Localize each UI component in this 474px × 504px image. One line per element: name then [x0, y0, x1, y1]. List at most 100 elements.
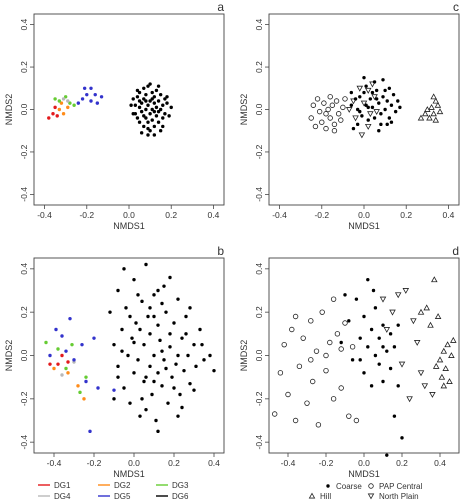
point-north-plain [373, 109, 380, 116]
point-dg6 [180, 405, 184, 410]
legend-label-north-plain: North Plain [379, 492, 419, 501]
x-tick-label: -0.4 [47, 458, 62, 468]
y-tick-label: -0.4 [254, 187, 264, 202]
y-tick-label: -0.2 [19, 144, 29, 159]
point-dg6 [188, 381, 192, 386]
point-dg6 [172, 321, 176, 325]
point-coarse [362, 371, 366, 375]
point-dg6 [158, 129, 163, 133]
point-dg6 [192, 388, 196, 392]
legend-marker-pap-central [368, 483, 374, 489]
point-dg6 [188, 306, 192, 310]
point-dg1 [56, 362, 60, 366]
point-pap-central [300, 335, 306, 341]
point-pap-central [312, 123, 319, 130]
point-dg5 [64, 349, 68, 353]
point-dg6 [146, 314, 150, 319]
y-tick-label: 0.4 [254, 263, 264, 275]
point-pap-central [331, 128, 338, 134]
point-dg6 [152, 95, 157, 99]
point-dg6 [152, 124, 157, 129]
point-hill [431, 276, 438, 283]
point-dg6 [160, 301, 164, 306]
point-dg6 [122, 267, 126, 271]
point-coarse [377, 129, 381, 133]
point-coarse [368, 97, 373, 101]
point-pap-central [323, 111, 329, 117]
point-dg6 [120, 349, 124, 353]
point-coarse [392, 345, 397, 349]
legend-marker-hill [308, 492, 316, 499]
point-pap-central [296, 363, 303, 370]
point-north-plain [356, 85, 364, 92]
point-coarse [347, 319, 351, 323]
point-dg6 [158, 92, 163, 97]
point-pap-central [338, 346, 344, 352]
point-hill [438, 373, 446, 380]
point-dg6 [152, 109, 157, 114]
point-dg1 [51, 112, 55, 116]
point-dg2 [66, 371, 70, 375]
point-dg6 [165, 95, 169, 99]
point-pap-central [308, 357, 314, 363]
point-dg6 [144, 375, 148, 379]
point-coarse [389, 103, 394, 107]
y-axis-label: NMDS2 [4, 340, 14, 372]
point-dg6 [130, 336, 134, 340]
point-dg1 [53, 105, 57, 110]
point-coarse [379, 122, 383, 127]
point-coarse [364, 84, 368, 88]
point-pap-central [327, 115, 333, 121]
point-dg5 [95, 101, 100, 105]
point-dg6 [136, 358, 140, 362]
point-dg6 [156, 371, 160, 375]
point-coarse [377, 101, 381, 105]
point-coarse [385, 122, 389, 127]
point-coarse [383, 88, 387, 93]
point-coarse [398, 105, 402, 110]
point-coarse [370, 90, 375, 95]
point-dg5 [84, 379, 88, 384]
point-dg6 [161, 124, 165, 129]
x-tick-label: 0.0 [128, 458, 140, 468]
point-dg5 [96, 386, 100, 390]
point-coarse [364, 103, 368, 107]
point-dg2 [59, 101, 64, 105]
point-dg6 [180, 336, 184, 340]
x-tick-label: 0.0 [358, 210, 370, 220]
point-pap-central [308, 115, 314, 121]
x-tick-label: 0.4 [443, 210, 455, 220]
x-tick-label: 0.4 [208, 210, 220, 220]
point-dg6 [144, 407, 148, 412]
y-tick-label: 0.4 [19, 263, 29, 275]
point-dg6 [139, 109, 144, 114]
point-dg5 [54, 327, 58, 332]
point-dg3 [56, 347, 60, 351]
point-dg6 [161, 103, 165, 107]
point-dg6 [200, 342, 204, 347]
point-dg5 [112, 388, 116, 392]
point-coarse [339, 340, 343, 345]
point-coarse [383, 107, 387, 112]
legend-label-dg1: DG1 [54, 481, 71, 490]
legend-label-dg6: DG6 [172, 492, 189, 501]
y-tick-label: 0.2 [254, 306, 264, 318]
point-dg6 [137, 105, 142, 110]
point-dg6 [184, 332, 188, 336]
panel-a: -0.4 -0.2 0.0 0.2 0.4 -0.4 -0.2 0.0 0.2 0.4 NMDS1 N… [4, 0, 225, 231]
point-dg6 [194, 364, 198, 369]
point-dg3 [44, 340, 48, 345]
point-north-plain [364, 123, 372, 130]
point-hill [446, 378, 453, 384]
point-pap-central [330, 396, 337, 402]
point-coarse [349, 90, 354, 95]
point-coarse [362, 314, 366, 319]
panel-label: a [217, 0, 224, 14]
point-dg6 [154, 105, 159, 110]
point-coarse [366, 277, 370, 282]
point-dg6 [168, 345, 172, 349]
point-dg6 [148, 306, 152, 310]
point-dg6 [136, 293, 140, 297]
point-north-plain [429, 392, 436, 398]
